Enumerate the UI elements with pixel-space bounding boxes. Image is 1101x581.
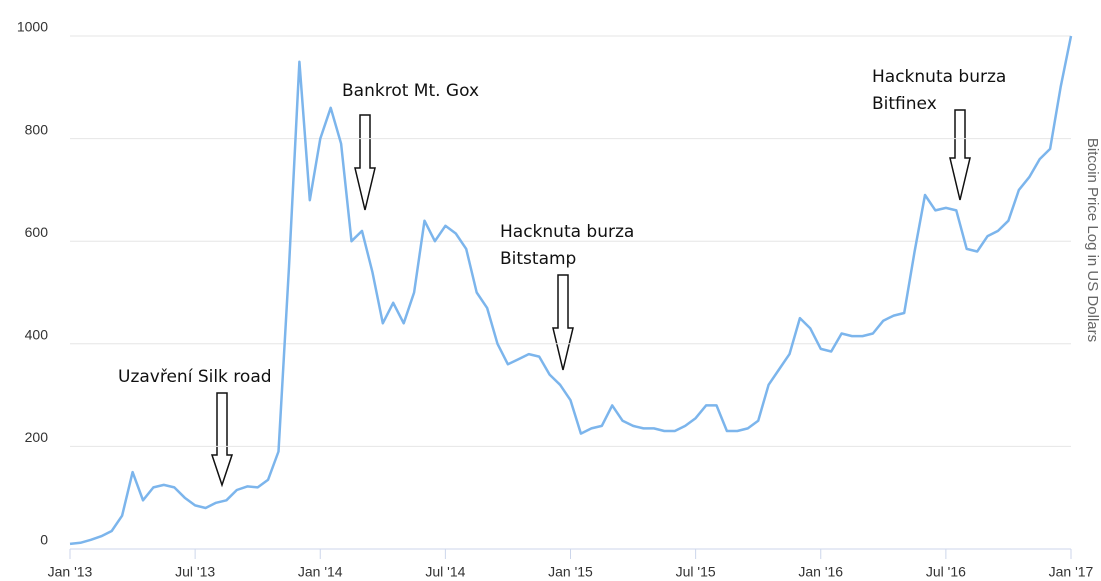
y-tick-label: 800 (25, 121, 49, 137)
y-tick-label: 200 (25, 429, 49, 445)
arrow (354, 114, 376, 211)
annotation: Uzavření Silk road (118, 367, 272, 387)
arrow (552, 274, 574, 371)
x-tick-label: Jul '16 (926, 564, 966, 580)
x-tick-label: Jan '16 (798, 564, 843, 580)
y-axis-title: Bitcoin Price Log in US Dollars (1084, 138, 1101, 342)
y-tick-label: 0 (40, 532, 48, 548)
annotation: Hacknuta burza (500, 222, 634, 242)
x-tick-label: Jul '14 (425, 564, 465, 580)
annotation: Hacknuta burza (872, 67, 1006, 87)
x-tick-label: Jan '17 (1049, 564, 1094, 580)
x-tick-label: Jul '13 (175, 564, 215, 580)
annotation: Bitstamp (500, 249, 576, 269)
x-tick-label: Jan '13 (48, 564, 93, 580)
y-tick-label: 400 (25, 327, 49, 343)
arrow (949, 109, 971, 201)
line-series (69, 35, 1073, 546)
annotation: Bitfinex (872, 94, 937, 114)
arrow (210, 392, 234, 488)
x-tick-label: Jul '15 (676, 564, 716, 580)
y-tick-label: 600 (25, 224, 49, 240)
x-tick-label: Jan '15 (548, 564, 593, 580)
annotation: Bankrot Mt. Gox (342, 81, 479, 101)
y-tick-label: 1000 (17, 19, 48, 35)
x-tick-label: Jan '14 (298, 564, 343, 580)
